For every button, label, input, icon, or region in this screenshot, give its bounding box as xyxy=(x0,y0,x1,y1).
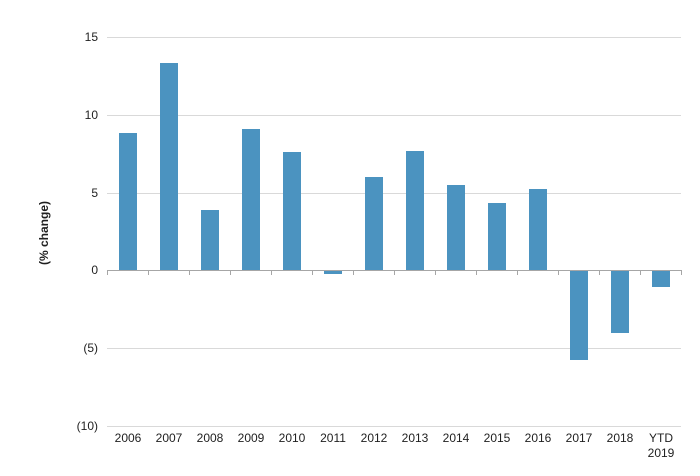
x-axis-tick xyxy=(640,270,641,275)
bar-2016 xyxy=(529,189,547,270)
x-axis-tick xyxy=(558,270,559,275)
x-axis-tick xyxy=(230,270,231,275)
bar-2012 xyxy=(365,177,383,270)
gridline--5 xyxy=(107,348,681,349)
y-tick-label-15: 15 xyxy=(84,30,98,44)
x-axis-tick xyxy=(435,270,436,275)
x-tick-label-2014: 2014 xyxy=(442,431,470,445)
x-axis-tick xyxy=(148,270,149,275)
gridline-10 xyxy=(107,115,681,116)
gridline-15 xyxy=(107,37,681,38)
x-axis-tick xyxy=(394,270,395,275)
x-tick-label-2011: 2011 xyxy=(320,431,346,445)
x-tick-label-2006: 2006 xyxy=(114,431,142,445)
y-tick-label-5: 5 xyxy=(91,186,98,200)
gridline-5 xyxy=(107,193,681,194)
bar-2014 xyxy=(447,185,465,271)
y-axis-title: (% change) xyxy=(37,200,51,266)
y-tick-label--5: (5) xyxy=(83,341,98,355)
x-axis-tick xyxy=(312,270,313,275)
bar-2006 xyxy=(119,133,137,270)
x-tick-label-2018: 2018 xyxy=(606,431,634,445)
bar-2013 xyxy=(406,151,424,271)
bar-2017 xyxy=(570,271,588,360)
x-tick-label-2013: 2013 xyxy=(401,431,429,445)
y-tick-label-0: 0 xyxy=(91,263,98,277)
bar-YTD-2019 xyxy=(652,271,670,287)
x-axis-tick xyxy=(681,270,682,275)
x-tick-label-YTD-2019: YTD 2019 xyxy=(647,431,675,460)
bar-2018 xyxy=(611,271,629,333)
bar-2011 xyxy=(324,271,342,274)
y-tick-label--10: (10) xyxy=(76,419,98,433)
x-axis-tick xyxy=(271,270,272,275)
x-tick-label-2008: 2008 xyxy=(196,431,224,445)
bar-2008 xyxy=(201,210,219,271)
y-tick-label-10: 10 xyxy=(84,108,98,122)
x-axis-tick xyxy=(476,270,477,275)
bar-2009 xyxy=(242,129,260,271)
x-tick-label-2015: 2015 xyxy=(483,431,511,445)
x-tick-label-2010: 2010 xyxy=(278,431,306,445)
bar-2010 xyxy=(283,152,301,270)
x-tick-label-2017: 2017 xyxy=(565,431,593,445)
x-tick-label-2009: 2009 xyxy=(237,431,265,445)
x-axis-tick xyxy=(599,270,600,275)
bar-2015 xyxy=(488,203,506,270)
x-tick-label-2016: 2016 xyxy=(524,431,552,445)
x-axis-tick xyxy=(517,270,518,275)
gridline--10 xyxy=(107,426,681,427)
x-axis-tick xyxy=(189,270,190,275)
x-tick-label-2012: 2012 xyxy=(360,431,388,445)
bar-2007 xyxy=(160,63,178,270)
x-axis-tick xyxy=(107,270,108,275)
x-axis-tick xyxy=(353,270,354,275)
x-tick-label-2007: 2007 xyxy=(155,431,183,445)
